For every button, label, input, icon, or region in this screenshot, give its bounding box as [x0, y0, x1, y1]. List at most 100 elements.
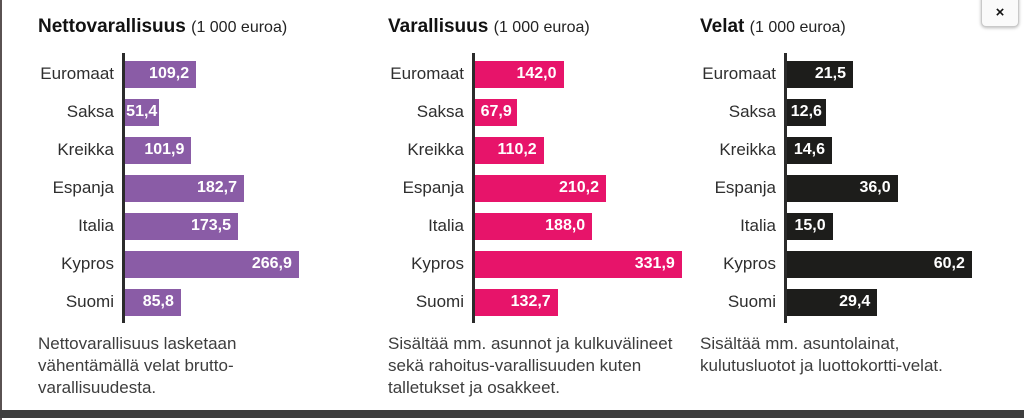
bar: 142,0 [475, 60, 564, 88]
chart-title: Velat (1 000 euroa) [700, 14, 1024, 41]
value-label: 173,5 [190, 217, 231, 234]
value-label: 101,9 [144, 141, 185, 158]
bar-track: 15,0 [787, 212, 1002, 240]
chart-row: Suomi 29,4 [700, 283, 1024, 321]
category-label: Suomi [65, 292, 114, 311]
category-label: Espanja [714, 178, 776, 197]
chart-note: Sisältää mm. asuntolainat, kulutusluotot… [700, 334, 943, 376]
chart-note: Nettovarallisuus lasketaan vähentämällä … [38, 334, 237, 398]
value-label: 12,6 [790, 103, 822, 120]
category-label: Euromaat [390, 64, 464, 83]
category-label: Kreikka [407, 140, 464, 159]
bar-track: 182,7 [125, 174, 340, 202]
bar-track: 331,9 [475, 250, 690, 278]
bar: 109,2 [125, 60, 197, 88]
chart-row: Kypros 331,9 [388, 245, 718, 283]
value-label: 210,2 [558, 179, 599, 196]
bar-track: 266,9 [125, 250, 340, 278]
bar: 132,7 [475, 288, 558, 316]
chart-row: Kreikka 110,2 [388, 131, 718, 169]
bar: 21,5 [787, 60, 853, 88]
bar-track: 101,9 [125, 136, 340, 164]
category-label: Espanja [52, 178, 114, 197]
bars-area: Euromaat 109,2 Saksa 51,4 Kreikka 101,9 Espanj… [38, 53, 368, 323]
value-label: 21,5 [814, 65, 846, 82]
bar-track: 210,2 [475, 174, 690, 202]
bar-chart: Nettovarallisuus (1 000 euroa) Euromaat 10… [38, 14, 368, 399]
bar: 173,5 [125, 212, 238, 240]
bar: 67,9 [475, 98, 518, 126]
chart-row: Euromaat 21,5 [700, 55, 1024, 93]
bars-area: Euromaat 21,5 Saksa 12,6 Kreikka 14,6 Espanja 3… [700, 53, 1024, 323]
bar-track: 12,6 [787, 98, 1002, 126]
bar-track: 14,6 [787, 136, 1002, 164]
value-label: 109,2 [149, 65, 190, 82]
bar-track: 85,8 [125, 288, 340, 316]
chart-row: Saksa 51,4 [38, 93, 368, 131]
bar: 51,4 [125, 98, 159, 126]
chart-title-text: Nettovarallisuus [38, 16, 192, 37]
bar-track: 188,0 [475, 212, 690, 240]
value-label: 29,4 [839, 293, 871, 310]
value-label: 266,9 [251, 255, 292, 272]
category-label: Italia [78, 216, 114, 235]
chart-title: Nettovarallisuus (1 000 euroa) [38, 14, 368, 41]
window-left-edge [0, 0, 2, 420]
category-label: Kypros [723, 254, 776, 273]
chart-unit-label: (1 000 euroa) [191, 19, 288, 36]
value-label: 36,0 [859, 179, 891, 196]
chart-row: Suomi 132,7 [388, 283, 718, 321]
value-label: 142,0 [516, 65, 557, 82]
bar-chart: Velat (1 000 euroa) Euromaat 21,5 Saksa 12,6… [700, 14, 1024, 377]
value-label: 132,7 [510, 293, 551, 310]
category-label: Kreikka [719, 140, 776, 159]
bar: 36,0 [787, 174, 898, 202]
chart-row: Suomi 85,8 [38, 283, 368, 321]
category-label: Suomi [415, 292, 464, 311]
chart-row: Italia 173,5 [38, 207, 368, 245]
bar: 14,6 [787, 136, 832, 164]
bar: 331,9 [475, 250, 682, 278]
chart-row: Euromaat 142,0 [388, 55, 718, 93]
chart-title: Varallisuus (1 000 euroa) [388, 14, 718, 41]
bar-track: 21,5 [787, 60, 1002, 88]
bar-track: 51,4 [125, 98, 340, 126]
value-label: 15,0 [794, 217, 826, 234]
chart-row: Italia 15,0 [700, 207, 1024, 245]
value-label: 110,2 [497, 141, 537, 158]
chart-unit-label: (1 000 euroa) [493, 19, 590, 36]
value-label: 51,4 [126, 103, 158, 120]
bar-track: 29,4 [787, 288, 1002, 316]
value-label: 60,2 [933, 255, 965, 272]
bar-chart: Varallisuus (1 000 euroa) Euromaat 142,0 Sa… [388, 14, 718, 399]
bar: 188,0 [475, 212, 593, 240]
bar-track: 67,9 [475, 98, 690, 126]
value-label: 182,7 [196, 179, 237, 196]
close-button[interactable]: × [981, 0, 1019, 27]
bar: 85,8 [125, 288, 181, 316]
category-label: Italia [740, 216, 776, 235]
chart-row: Kypros 60,2 [700, 245, 1024, 283]
bottom-scrollbar[interactable] [0, 410, 1024, 418]
chart-row: Kypros 266,9 [38, 245, 368, 283]
bar: 29,4 [787, 288, 878, 316]
category-label: Kreikka [57, 140, 114, 159]
bar: 210,2 [475, 174, 606, 202]
category-label: Euromaat [702, 64, 776, 83]
bar-track: 60,2 [787, 250, 1002, 278]
bar-track: 109,2 [125, 60, 340, 88]
bar-track: 142,0 [475, 60, 690, 88]
category-label: Italia [428, 216, 464, 235]
chart-row: Kreikka 101,9 [38, 131, 368, 169]
bars-area: Euromaat 142,0 Saksa 67,9 Kreikka 110,2 Espanj… [388, 53, 718, 323]
value-label: 188,0 [545, 217, 586, 234]
category-label: Suomi [727, 292, 776, 311]
chart-row: Italia 188,0 [388, 207, 718, 245]
chart-row: Espanja 36,0 [700, 169, 1024, 207]
chart-row: Euromaat 109,2 [38, 55, 368, 93]
bar: 266,9 [125, 250, 299, 278]
chart-row: Saksa 12,6 [700, 93, 1024, 131]
chart-row: Espanja 210,2 [388, 169, 718, 207]
category-label: Saksa [416, 102, 464, 121]
chart-row: Saksa 67,9 [388, 93, 718, 131]
